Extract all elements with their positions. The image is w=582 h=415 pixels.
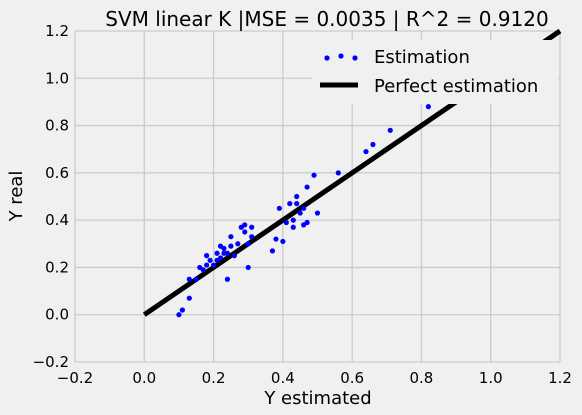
scatter-point: [186, 295, 192, 301]
scatter-point: [217, 255, 224, 261]
scatter-point: [245, 264, 251, 271]
scatter-point: [304, 184, 310, 190]
scatter-point: [276, 205, 282, 211]
scatter-point: [224, 250, 231, 256]
x-tick-label: 0.2: [202, 369, 226, 387]
y-tick-label: 0.4: [45, 211, 69, 229]
scatter-point: [224, 276, 231, 282]
legend-box: [312, 40, 558, 104]
scatter-point: [193, 276, 199, 282]
y-tick-label: 1.2: [45, 22, 69, 40]
scatter-point: [242, 222, 248, 228]
legend: Estimation Perfect estimation: [312, 40, 558, 104]
scatter-point: [314, 210, 321, 216]
scatter-point: [363, 148, 369, 155]
scatter-point: [273, 236, 279, 242]
legend-marker-estimation: [338, 53, 344, 59]
scatter-point: [335, 170, 341, 176]
y-tick-label: 0.2: [45, 258, 69, 276]
x-tick-label: 0.8: [409, 369, 433, 387]
scatter-point: [207, 257, 213, 263]
scatter-point: [186, 276, 192, 282]
y-tick-label: 0.6: [45, 164, 69, 182]
x-tick-label: 0.0: [132, 369, 156, 387]
scatter-point: [221, 245, 227, 252]
scatter-point: [200, 267, 206, 273]
x-tick-label: 0.6: [340, 369, 364, 387]
x-tick-label: 0.4: [271, 369, 295, 387]
scatter-point: [235, 241, 241, 247]
x-tick-label: 1.0: [479, 369, 503, 387]
y-tick-label: 0.8: [45, 117, 69, 135]
scatter-point: [304, 219, 310, 226]
scatter-point: [283, 219, 289, 226]
scatter-point: [228, 243, 234, 249]
scatter-point: [228, 234, 234, 240]
legend-marker-estimation: [324, 55, 330, 61]
scatter-point: [179, 307, 185, 313]
x-axis-label: Y estimated: [263, 388, 371, 409]
x-tick-label: 1.2: [548, 369, 572, 387]
scatter-point: [204, 253, 210, 259]
scatter-point: [294, 193, 300, 200]
scatter-point: [294, 200, 300, 207]
scatter-point: [301, 205, 307, 211]
scatter-point: [242, 229, 248, 235]
scatter-point: [249, 234, 255, 240]
scatter-point: [210, 262, 217, 268]
scatter-point: [269, 248, 276, 254]
legend-marker-estimation: [352, 55, 358, 61]
scatter-point: [176, 312, 182, 318]
scatter-point: [311, 172, 317, 178]
scatter-point: [231, 253, 237, 259]
y-tick-label: 0.0: [45, 306, 69, 324]
scatter-point: [290, 217, 296, 223]
y-tick-label: −0.2: [33, 353, 69, 371]
scatter-point: [297, 210, 303, 216]
chart-title: SVM linear K |MSE = 0.0035 | R^2 = 0.912…: [105, 7, 548, 31]
scatter-point: [280, 238, 286, 245]
y-tick-label: 1.0: [45, 69, 69, 87]
scatter-point: [249, 224, 255, 230]
scatter-point: [287, 200, 293, 207]
scatter-point: [290, 224, 296, 230]
legend-label-estimation: Estimation: [374, 47, 470, 68]
scatter-point: [370, 141, 376, 148]
scatter-point: [214, 250, 220, 256]
scatter-point: [425, 104, 431, 110]
scatter-point: [204, 262, 210, 268]
tick-labels: −0.2 0.0 0.2 0.4 0.6 0.8 1.0 1.2 −0.2 0.0 0.2 0.4 0.…: [33, 22, 572, 387]
y-axis-label: Y real: [6, 171, 27, 223]
scatter-point: [387, 127, 393, 133]
x-tick-label: −0.2: [57, 369, 93, 387]
scatter-point: [245, 241, 251, 247]
legend-label-perfect: Perfect estimation: [374, 76, 538, 97]
